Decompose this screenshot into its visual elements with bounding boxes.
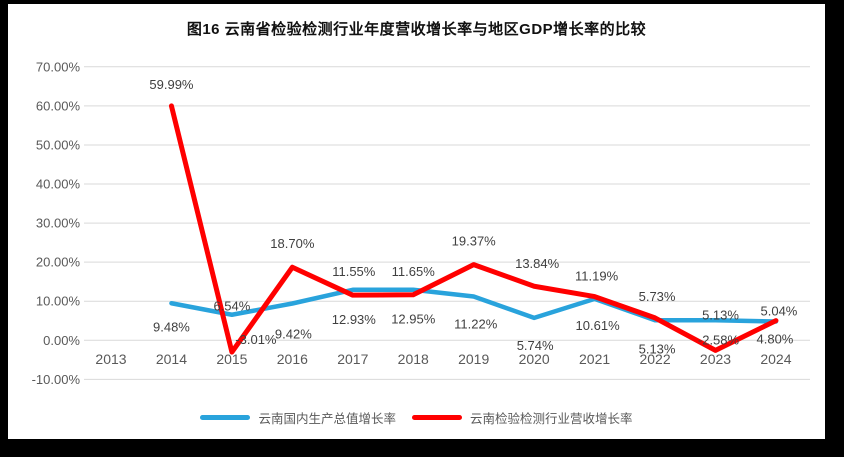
industry-revenue-growth-data-label: 11.55%: [332, 264, 376, 279]
gdp-growth-data-label: 12.95%: [391, 312, 436, 327]
x-axis-tick-label: 2016: [277, 351, 308, 367]
x-axis-tick-label: 2014: [156, 351, 187, 367]
industry-revenue-growth-data-label: 18.70%: [270, 236, 315, 251]
gdp-growth-data-label: 10.61%: [576, 318, 621, 333]
x-axis-tick-label: 2020: [519, 351, 550, 367]
x-axis-tick-label: 2019: [458, 351, 489, 367]
y-axis-tick-label: 50.00%: [36, 137, 81, 152]
y-axis-tick-label: -10.00%: [32, 372, 81, 387]
x-axis-tick-label: 2013: [95, 351, 126, 367]
gdp-growth-data-label: 12.93%: [332, 312, 377, 327]
industry-revenue-growth-data-label: -2.58%: [698, 332, 740, 347]
industry-revenue-growth-data-label: 11.65%: [392, 264, 436, 279]
x-axis-tick-label: 2015: [216, 351, 247, 367]
y-axis-tick-label: 20.00%: [36, 255, 81, 270]
industry-revenue-growth-data-label: 11.19%: [575, 269, 619, 284]
gdp-line-swatch: [200, 415, 251, 420]
industry-revenue-growth-data-label: 5.73%: [639, 289, 676, 304]
x-axis-tick-label: 2022: [639, 351, 670, 367]
x-axis-tick-label: 2017: [337, 351, 368, 367]
gdp-growth-line: [169, 287, 779, 324]
industry-line-swatch: [412, 415, 462, 420]
industry-revenue-growth-data-label: 5.04%: [761, 304, 798, 319]
x-axis-tick-label: 2021: [579, 351, 610, 367]
x-axis-tick-label: 2023: [700, 351, 731, 367]
industry-revenue-growth-data-label: 19.37%: [452, 234, 497, 249]
chart-title: 图16 云南省检验检测行业年度营收增长率与地区GDP增长率的比较: [186, 21, 647, 38]
industry-revenue-growth-data-label: -3.01%: [235, 332, 277, 347]
x-axis-tick-label: 2018: [398, 351, 429, 367]
legend-label-gdp: 云南国内生产总值增长率: [258, 412, 396, 426]
gdp-growth-data-label: 5.13%: [639, 341, 676, 356]
gdp-growth-data-label: 9.48%: [153, 319, 190, 334]
gdp-growth-data-label: 9.42%: [275, 326, 312, 341]
gdp-growth-data-label: 4.80%: [757, 332, 794, 347]
chart-plot: 70.00% 60.00% 50.00% 40.00% 30.00% 20.00% 10.0…: [32, 59, 810, 387]
legend-item-industry: 云南检验检测行业营收增长率: [412, 408, 633, 427]
y-axis-tick-label: 30.00%: [36, 216, 81, 231]
y-axis-tick-label: 10.00%: [36, 294, 81, 309]
x-axis-tick-label: 2024: [760, 351, 791, 367]
y-axis-tick-label: 40.00%: [36, 177, 81, 192]
gdp-growth-data-label: 5.13%: [702, 307, 739, 322]
chart-frame: 图16 云南省检验检测行业年度营收增长率与地区GDP增长率的比较 70.00% 6…: [8, 4, 825, 439]
legend-label-industry: 云南检验检测行业营收增长率: [470, 412, 633, 426]
gdp-growth-data-label: 11.22%: [454, 316, 498, 331]
legend-item-gdp: 云南国内生产总值增长率: [200, 408, 396, 427]
y-axis-tick-label: 60.00%: [36, 98, 81, 113]
gdp-growth-data-label: 5.74%: [517, 338, 554, 353]
y-axis-tick-label: 70.00%: [36, 59, 81, 74]
y-axis-tick-label: 0.00%: [43, 333, 80, 348]
gdp-growth-data-label: 6.54%: [213, 299, 250, 314]
industry-revenue-growth-line: [168, 103, 779, 355]
chart-legend: 云南国内生产总值增长率 云南检验检测行业营收增长率: [8, 408, 825, 427]
industry-revenue-growth-data-label: 59.99%: [149, 77, 194, 92]
industry-revenue-growth-data-label: 13.84%: [515, 256, 560, 271]
